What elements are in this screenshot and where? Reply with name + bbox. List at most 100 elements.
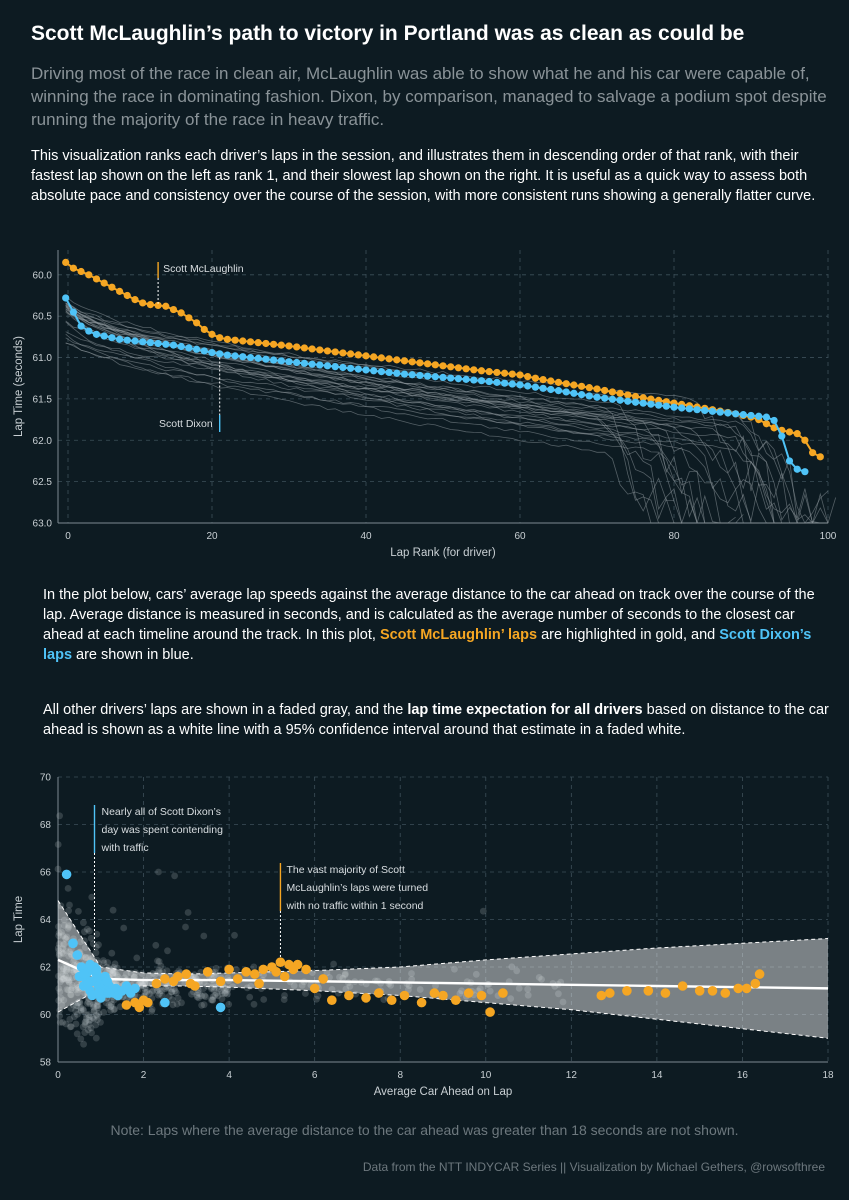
scott-mclaughlin-point (408, 358, 416, 366)
scott-mclaughlin-point (362, 352, 370, 360)
scott-mclaughlin-point (429, 988, 440, 998)
scott-mclaughlin-point (231, 336, 239, 344)
scott-dixon-point (655, 401, 663, 409)
other-driver-point (155, 868, 162, 876)
scott-dixon-point (539, 384, 547, 392)
other-driver-point (89, 1014, 97, 1021)
other-driver-point (67, 991, 74, 998)
other-driver-point (93, 956, 101, 964)
other-driver-point (198, 1001, 206, 1009)
other-driver-point (60, 975, 68, 982)
other-driver-point (156, 969, 164, 977)
other-driver-point (97, 1019, 104, 1026)
scott-dixon-point (647, 400, 655, 408)
other-driver-line (65, 308, 728, 524)
other-driver-point (62, 967, 70, 974)
other-driver-point (67, 1023, 75, 1030)
scott-mclaughlin-point (562, 380, 570, 388)
scott-mclaughlin-point (331, 348, 339, 356)
other-driver-point (108, 996, 115, 1004)
other-driver-point (84, 954, 92, 961)
other-driver-point (86, 1013, 93, 1021)
other-driver-point (65, 952, 73, 960)
scott-mclaughlin-point (377, 354, 385, 362)
scott-dixon-point (323, 362, 332, 370)
other-driver-point (210, 986, 218, 994)
scott-dixon-point (216, 350, 224, 358)
other-driver-point (156, 987, 164, 995)
other-driver-point (69, 984, 76, 992)
scott-dixon-point (68, 938, 78, 949)
scott-mclaughlin-point (524, 372, 532, 381)
other-driver-point (113, 972, 121, 979)
other-driver-point (60, 921, 68, 929)
confidence-upper-line (57, 900, 829, 975)
scott-mclaughlin-point (554, 378, 563, 386)
other-driver-point (57, 978, 64, 986)
scott-mclaughlin-point (733, 983, 743, 994)
other-driver-point (93, 930, 101, 938)
other-driver-point (476, 985, 484, 993)
scott-dixon-point (508, 380, 516, 388)
other-driver-point (62, 968, 70, 975)
scott-dixon-point (424, 372, 432, 380)
scott-dixon-point (108, 334, 116, 342)
scott-mclaughlin-point (593, 385, 601, 393)
scott-dixon-point (431, 373, 439, 381)
y-tick-label: 62 (40, 963, 52, 974)
other-driver-point (63, 986, 71, 993)
other-driver-point (330, 960, 337, 968)
scott-mclaughlin-point (647, 395, 655, 403)
other-driver-point (77, 938, 84, 946)
scott-mclaughlin-point (485, 1007, 495, 1017)
scott-dixon-point (72, 950, 83, 960)
scott-mclaughlin-point (160, 974, 170, 984)
other-driver-point (250, 1000, 258, 1008)
other-driver-point (90, 1003, 97, 1011)
other-driver-point (99, 957, 107, 964)
other-driver-point (59, 975, 66, 983)
scott-mclaughlin-point (643, 986, 654, 996)
scott-mclaughlin-point (344, 990, 354, 1001)
scott-mclaughlin-point (308, 345, 316, 353)
other-driver-point (89, 940, 97, 948)
other-driver-point (218, 990, 226, 998)
other-driver-point (55, 985, 63, 992)
mclaughlin-annotation-label: Scott McLaughlin (163, 263, 244, 275)
other-driver-point (82, 954, 89, 961)
scott-dixon-point (416, 371, 424, 380)
other-driver-line (65, 300, 721, 524)
page-subtitle: Driving most of the race in clean air, M… (31, 64, 827, 129)
scott-dixon-point (716, 408, 724, 416)
scott-mclaughlin-point (250, 969, 260, 979)
scott-dixon-point (470, 376, 478, 384)
other-driver-point (76, 999, 84, 1007)
other-driver-point (69, 981, 76, 989)
other-driver-point (188, 990, 195, 998)
other-driver-point (94, 1012, 101, 1020)
other-driver-point (154, 991, 162, 999)
scott-mclaughlin-point (516, 371, 524, 379)
other-driver-point (67, 991, 75, 999)
scott-dixon-point (708, 407, 717, 415)
scott-mclaughlin-point (386, 995, 397, 1005)
scott-dixon-point (724, 409, 732, 417)
other-driver-point (59, 970, 66, 978)
other-driver-point (57, 994, 65, 1002)
x-tick-label: 12 (566, 1070, 578, 1081)
other-driver-point (70, 968, 78, 975)
other-driver-point (202, 993, 209, 1001)
other-driver-point (63, 965, 71, 973)
other-driver-point (515, 985, 523, 992)
other-driver-point (74, 989, 82, 997)
scott-dixon-point (531, 383, 540, 391)
scott-dixon-point (100, 332, 108, 340)
other-driver-point (314, 992, 322, 1000)
other-driver-point (167, 985, 175, 993)
other-driver-point (222, 989, 230, 997)
other-driver-point (290, 982, 298, 989)
other-driver-point (221, 987, 229, 994)
dixon-annotation-line-1: Nearly all of Scott Dixon’s (102, 806, 221, 818)
other-driver-point (149, 970, 157, 977)
other-driver-point (208, 984, 216, 991)
